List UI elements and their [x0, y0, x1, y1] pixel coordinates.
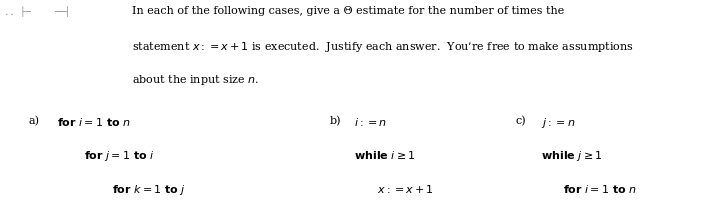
- Text: $\mathbf{while}\ j \geq 1$: $\mathbf{while}\ j \geq 1$: [541, 149, 602, 163]
- Text: $\mathbf{for}\ j = 1\ \mathbf{to}\ i$: $\mathbf{for}\ j = 1\ \mathbf{to}\ i$: [84, 149, 155, 163]
- Text: .. ├─: .. ├─: [4, 6, 31, 17]
- Text: b): b): [329, 116, 341, 126]
- Text: ──┤: ──┤: [54, 6, 70, 17]
- Text: statement $x := x + 1$ is executed.  Justify each answer.  You’re free to make a: statement $x := x + 1$ is executed. Just…: [132, 40, 634, 54]
- Text: $\mathbf{for}\ i = 1\ \mathbf{to}\ n$: $\mathbf{for}\ i = 1\ \mathbf{to}\ n$: [57, 116, 131, 128]
- Text: In each of the following cases, give a Θ estimate for the number of times the: In each of the following cases, give a Θ…: [132, 6, 565, 16]
- Text: $x := x + 1$: $x := x + 1$: [377, 183, 434, 195]
- Text: about the input size $n$.: about the input size $n$.: [132, 73, 260, 87]
- Text: a): a): [29, 116, 39, 126]
- Text: c): c): [516, 116, 526, 126]
- Text: $\mathbf{while}\ i \geq 1$: $\mathbf{while}\ i \geq 1$: [354, 149, 416, 161]
- Text: $j := n$: $j := n$: [541, 116, 575, 130]
- Text: $\mathbf{for}\ i = 1\ \mathbf{to}\ n$: $\mathbf{for}\ i = 1\ \mathbf{to}\ n$: [563, 183, 637, 195]
- Text: $\mathbf{for}\ k = 1\ \mathbf{to}\ j$: $\mathbf{for}\ k = 1\ \mathbf{to}\ j$: [112, 183, 185, 197]
- Text: $i := n$: $i := n$: [354, 116, 387, 128]
